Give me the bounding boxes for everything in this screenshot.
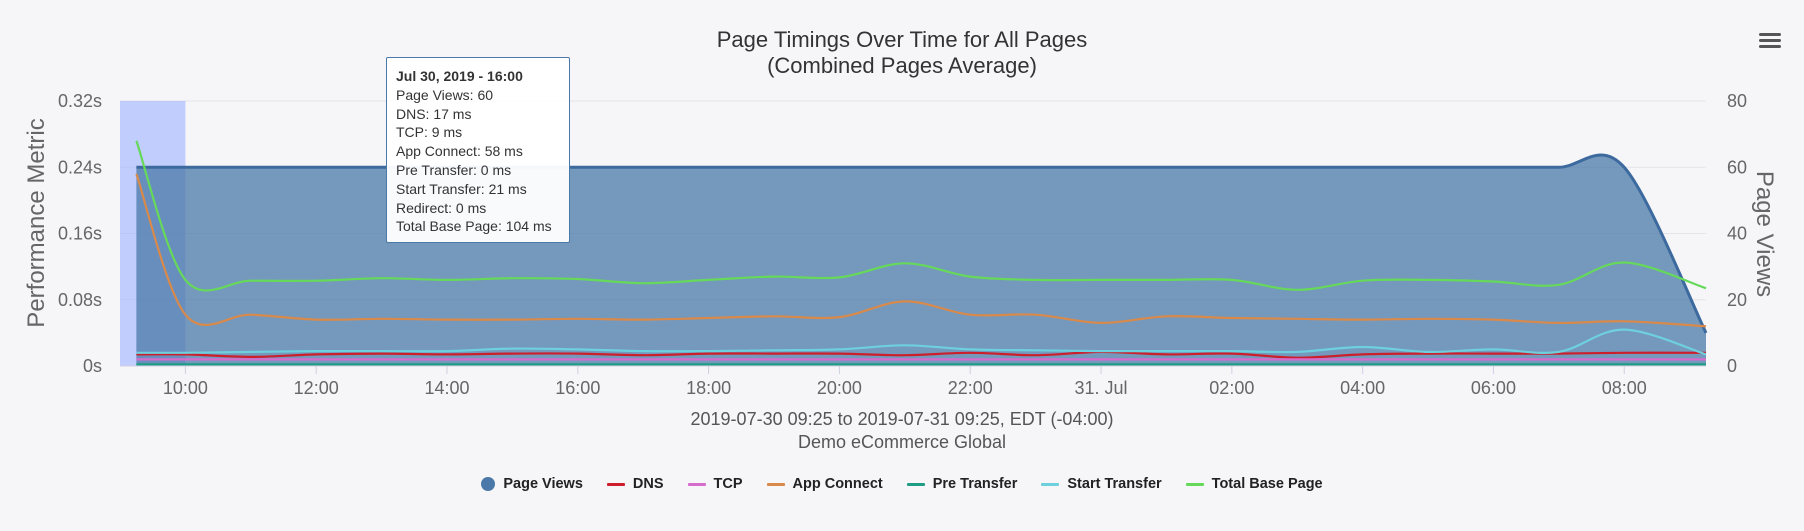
y-right-tick-label: 40 [1727, 224, 1747, 244]
legend-marker [606, 482, 625, 486]
x-tick-label: 04:00 [1340, 378, 1385, 398]
series-line-total-base-page [135, 140, 1707, 292]
legend-label: DNS [632, 476, 664, 492]
x-tick-label: 14:00 [424, 378, 469, 398]
tooltip-line: Pre Transfer: 0 ms [396, 161, 512, 178]
y-left-tick-label: 0.24s [58, 157, 102, 177]
legend-marker [906, 482, 925, 486]
legend-item-page-views[interactable]: Page Views [481, 476, 583, 492]
tooltip-line: Redirect: 0 ms [396, 199, 487, 216]
y-right-tick-label: 60 [1727, 157, 1747, 177]
legend-item-total-base-page[interactable]: Total Base Page [1185, 476, 1323, 492]
y-right-tick-label: 20 [1727, 290, 1747, 310]
x-axis-subtitle: Demo eCommerce Global [798, 432, 1006, 452]
legend-label: TCP [713, 476, 743, 492]
x-tick-label: 06:00 [1471, 378, 1516, 398]
x-tick-label: 20:00 [817, 378, 862, 398]
legend-marker [1041, 482, 1060, 486]
legend-label: Page Views [503, 476, 583, 492]
tooltip-title: Jul 30, 2019 - 16:00 [396, 68, 523, 84]
legend-item-tcp[interactable]: TCP [687, 476, 743, 492]
legend-label: Pre Transfer [932, 476, 1018, 492]
chart-subtitle: (Combined Pages Average) [767, 53, 1037, 78]
tooltip-line: Total Base Page: 104 ms [396, 218, 552, 235]
legend-marker [687, 482, 706, 486]
x-tick-label: 31. Jul [1075, 378, 1128, 398]
hamburger-menu-icon [1759, 33, 1781, 36]
legend-label: App Connect [792, 476, 883, 492]
legend-item-pre-transfer[interactable]: Pre Transfer [906, 476, 1018, 492]
series-line-app-connect [135, 173, 1707, 328]
tooltip-line: Page Views: 60 [396, 86, 494, 103]
legend-item-app-connect[interactable]: App Connect [766, 476, 883, 492]
legend-label: Start Transfer [1067, 476, 1162, 492]
y-left-tick-label: 0.32s [58, 91, 102, 111]
series-line-start-transfer [136, 328, 1707, 356]
legend-label: Total Base Page [1211, 476, 1323, 492]
series-area-page-views [136, 154, 1707, 366]
x-tick-label: 08:00 [1602, 378, 1647, 398]
y-right-tick-label: 0 [1727, 356, 1737, 376]
y-left-tick-label: 0.16s [58, 224, 102, 244]
x-axis-title: 2019-07-30 09:25 to 2019-07-31 09:25, ED… [691, 409, 1114, 429]
legend-marker [481, 477, 496, 491]
y-axis-left-title: Performance Metric [23, 118, 50, 327]
tooltip-line: TCP: 9 ms [396, 124, 463, 141]
chart-legend: Page Views DNS TCP App Connect Pre Trans… [0, 472, 1804, 496]
x-tick-label: 10:00 [163, 378, 208, 398]
tooltip-line: App Connect: 58 ms [396, 143, 523, 160]
x-tick-label: 16:00 [555, 378, 600, 398]
legend-item-dns[interactable]: DNS [606, 476, 664, 492]
tooltip-line: DNS: 17 ms [396, 105, 472, 122]
y-axis-right-title: Page Views [1751, 171, 1778, 297]
legend-marker [1185, 482, 1204, 486]
x-tick-label: 22:00 [948, 378, 993, 398]
x-tick-label: 18:00 [686, 378, 731, 398]
x-tick-label: 12:00 [294, 378, 339, 398]
legend-marker [766, 482, 785, 486]
y-left-tick-label: 0s [83, 356, 102, 376]
series-line-dns [136, 350, 1707, 359]
y-left-tick-label: 0.08s [58, 290, 102, 310]
y-right-tick-label: 80 [1727, 91, 1747, 111]
chart-menu-button[interactable] [1757, 30, 1783, 56]
tooltip-line: Start Transfer: 21 ms [396, 180, 527, 197]
tooltip: Jul 30, 2019 - 16:00 Page Views: 60 DNS:… [386, 57, 570, 243]
x-tick-label: 02:00 [1209, 378, 1254, 398]
hamburger-menu-icon [1759, 39, 1781, 42]
hamburger-menu-icon [1759, 45, 1781, 48]
legend-item-start-transfer[interactable]: Start Transfer [1041, 476, 1162, 492]
chart-title: Page Timings Over Time for All Pages [717, 27, 1088, 52]
